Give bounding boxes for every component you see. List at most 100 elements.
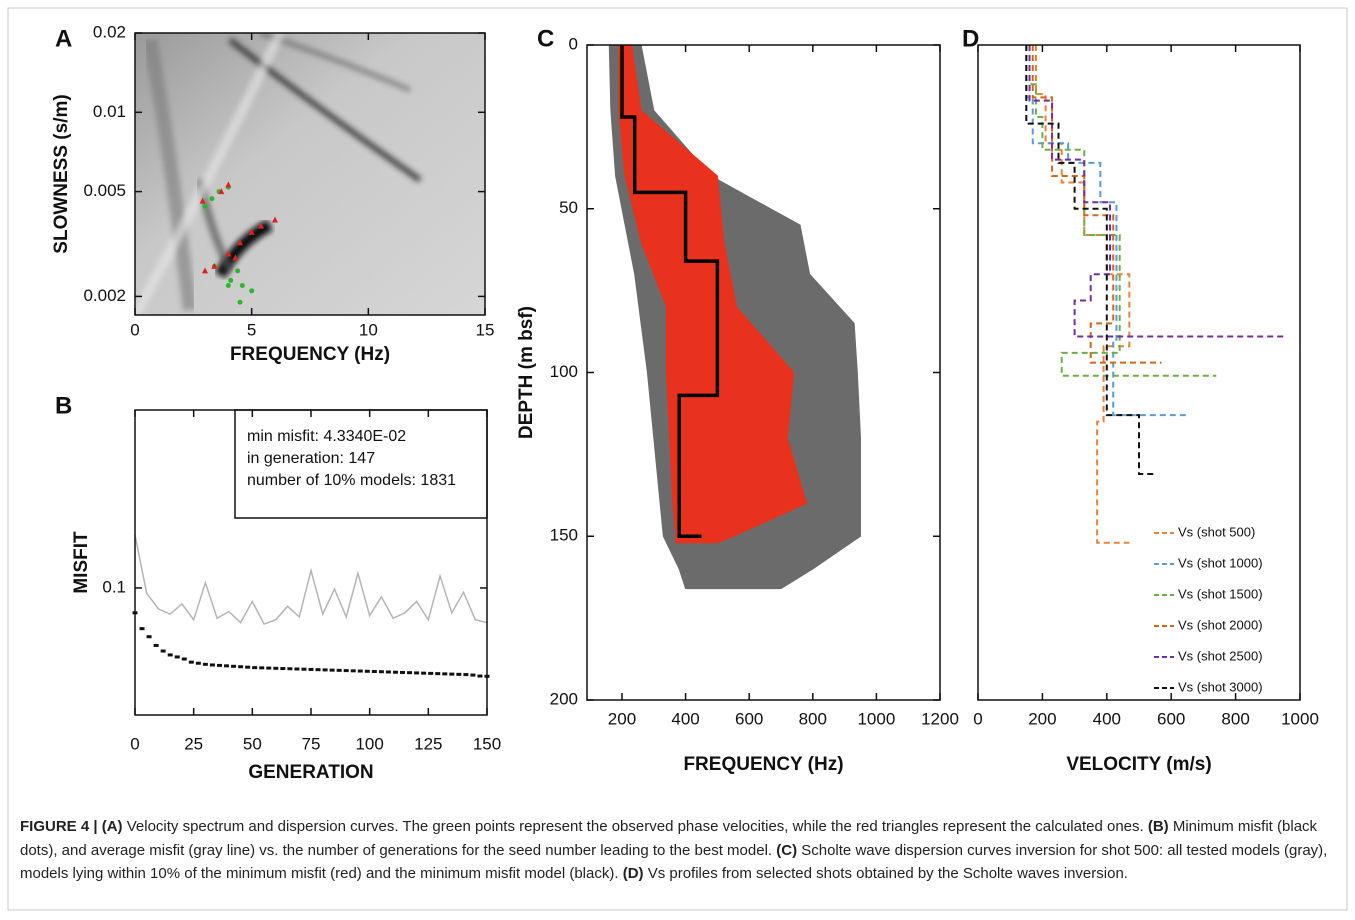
min-misfit-dot <box>294 667 300 671</box>
observed-point <box>202 203 208 209</box>
average-misfit-line <box>134 534 488 626</box>
y-tick-label: 0.01 <box>93 102 126 121</box>
min-misfit-dot <box>195 661 201 665</box>
min-misfit-dot <box>146 635 152 639</box>
y-axis-label: MISFIT <box>71 531 92 594</box>
calculated-point <box>258 222 264 229</box>
x-tick-label: 75 <box>302 734 321 753</box>
min-misfit-dot <box>160 649 166 653</box>
calculated-point <box>225 181 232 188</box>
caption-text: (A) <box>101 818 123 835</box>
x-axis-label: FREQUENCY (Hz) <box>230 344 390 365</box>
profile-line <box>1031 45 1162 364</box>
y-tick-label: 50 <box>559 198 578 217</box>
y-tick-label: 0.1 <box>102 577 126 596</box>
min-misfit-dot <box>428 671 434 675</box>
x-tick-label: 800 <box>1221 709 1249 728</box>
x-tick-label: 10 <box>359 320 378 339</box>
min-misfit-dot <box>329 668 335 672</box>
min-misfit-dot <box>280 667 286 671</box>
annotation-text: min misfit: 4.3340E-02 <box>247 428 406 445</box>
panel-label: A <box>55 25 72 52</box>
observed-point <box>249 288 255 294</box>
legend-label: Vs (shot 2500) <box>1178 648 1263 663</box>
caption-text: Vs profiles from selected shots obtained… <box>643 865 1128 882</box>
min-misfit-dot <box>167 653 173 657</box>
min-misfit-dot <box>463 673 469 677</box>
y-axis-label: DEPTH (m bsf) <box>516 306 537 439</box>
caption-text: Velocity spectrum and dispersion curves.… <box>122 818 1148 835</box>
annotation-box <box>234 409 488 519</box>
x-tick-label: 1000 <box>857 709 895 728</box>
y-tick-label: 100 <box>550 362 578 381</box>
x-tick-label: 1200 <box>921 709 959 728</box>
observed-point <box>237 299 243 305</box>
min-misfit-dot <box>216 663 222 667</box>
profile-line <box>1025 45 1188 417</box>
x-axis-label: GENERATION <box>248 762 373 783</box>
legend-label: Vs (shot 1500) <box>1178 586 1263 601</box>
x-axis-label: FREQUENCY (Hz) <box>683 754 843 775</box>
y-tick-label: 200 <box>550 689 578 708</box>
legend-label: Vs (shot 500) <box>1178 524 1255 539</box>
x-tick-label: 0 <box>973 709 982 728</box>
min-misfit-dot <box>209 663 215 667</box>
x-tick-label: 800 <box>799 709 827 728</box>
profile-line <box>620 45 720 538</box>
min-misfit-dot <box>414 671 420 675</box>
x-tick-label: 125 <box>414 734 442 753</box>
min-misfit-dot <box>392 670 398 674</box>
caption: FIGURE 4 | (A) Velocity spectrum and dis… <box>20 815 1335 886</box>
min-misfit-dot <box>442 672 448 676</box>
y-tick-label: 150 <box>550 526 578 545</box>
min-misfit-dot <box>470 673 476 677</box>
x-tick-label: 200 <box>608 709 636 728</box>
x-axis-label: VELOCITY (m/s) <box>1066 754 1211 775</box>
calculated-point <box>202 267 208 274</box>
x-tick-label: 400 <box>1093 709 1121 728</box>
caption-text: FIGURE 4 | <box>20 818 102 835</box>
x-tick-label: 600 <box>1157 709 1185 728</box>
x-tick-label: 50 <box>243 734 262 753</box>
x-tick-label: 100 <box>355 734 383 753</box>
profile-line <box>1028 45 1284 338</box>
x-tick-label: 400 <box>671 709 699 728</box>
min-misfit-dot <box>357 669 363 673</box>
x-tick-label: 0 <box>130 320 139 339</box>
calculated-point <box>272 216 278 223</box>
observed-point <box>228 277 234 283</box>
model-envelope <box>618 44 808 544</box>
panel-label: D <box>962 25 979 52</box>
annotation-text: in generation: 147 <box>247 450 375 467</box>
min-misfit-dot <box>238 665 244 669</box>
calculated-point <box>237 239 243 246</box>
y-tick-label: 0.02 <box>93 22 126 41</box>
min-misfit-dot <box>224 664 230 668</box>
panel-label: C <box>537 25 554 52</box>
caption-text: (C) <box>776 841 798 859</box>
calculated-point <box>218 188 225 195</box>
caption-text: (D) <box>622 865 644 882</box>
min-misfit-dot <box>421 671 427 675</box>
x-tick-label: 150 <box>473 734 501 753</box>
caption-text: Scholte wave dispersion curves inversion… <box>20 841 1332 883</box>
min-misfit-dot <box>456 672 462 676</box>
calculated-point <box>211 262 218 269</box>
min-misfit-dot <box>259 666 265 670</box>
legend-label: Vs (shot 3000) <box>1178 679 1263 694</box>
min-misfit-dot <box>371 670 377 674</box>
min-misfit-dot <box>400 670 406 674</box>
min-misfit-dot <box>350 669 356 673</box>
x-tick-label: 5 <box>247 320 256 339</box>
legend-label: Vs (shot 2000) <box>1178 617 1263 632</box>
y-tick-label: 0.005 <box>83 181 126 200</box>
min-misfit-dot <box>322 668 328 672</box>
panel-label: B <box>55 392 72 419</box>
min-misfit-dot <box>449 672 455 676</box>
x-tick-label: 0 <box>130 734 139 753</box>
calculated-point <box>248 228 255 235</box>
observed-point <box>209 196 215 202</box>
min-misfit-dot <box>336 668 342 672</box>
min-misfit-dot <box>139 627 145 631</box>
min-misfit-dot <box>245 665 251 669</box>
